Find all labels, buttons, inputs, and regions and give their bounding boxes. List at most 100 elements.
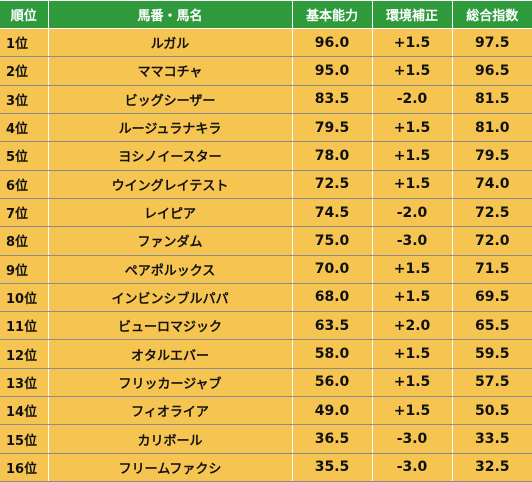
base-ability-column-header: 基本能力 bbox=[291, 0, 373, 29]
base-ability-cell: 74.5 bbox=[291, 198, 373, 228]
table-row: 4位 ルージュラナキラ 79.5 +1.5 81.0 bbox=[0, 113, 532, 143]
rank-cell: 14位 bbox=[0, 396, 49, 426]
rank-cell: 4位 bbox=[0, 113, 49, 143]
horse-name-cell: ウイングレイテスト bbox=[47, 170, 293, 199]
table-header: 順位 馬番・馬名 基本能力 環境補正 総合指数 bbox=[0, 0, 532, 29]
base-ability-cell: 63.5 bbox=[291, 311, 373, 341]
base-ability-cell: 56.0 bbox=[291, 368, 373, 398]
rank-cell: 10位 bbox=[0, 283, 49, 313]
table-row: 13位 フリッカージャブ 56.0 +1.5 57.5 bbox=[0, 368, 532, 398]
total-index-cell: 79.5 bbox=[451, 141, 532, 171]
horse-name-cell: フリッカージャブ bbox=[47, 368, 293, 398]
rank-cell: 12位 bbox=[0, 339, 49, 369]
horse-name-cell: ビューロマジック bbox=[47, 311, 293, 341]
base-ability-cell: 68.0 bbox=[291, 283, 373, 313]
total-index-column-header: 総合指数 bbox=[451, 0, 532, 29]
table-row: 12位 オタルエバー 58.0 +1.5 59.5 bbox=[0, 339, 532, 369]
total-index-cell: 50.5 bbox=[451, 396, 532, 426]
base-ability-cell: 75.0 bbox=[291, 226, 373, 256]
table-row: 10位 インビンシブルパパ 68.0 +1.5 69.5 bbox=[0, 283, 532, 313]
table-row: 16位 フリームファクシ 35.5 -3.0 32.5 bbox=[0, 453, 532, 482]
base-ability-cell: 79.5 bbox=[291, 113, 373, 143]
environment-adjustment-cell: -3.0 bbox=[371, 226, 453, 256]
environment-adjustment-cell: +2.0 bbox=[371, 311, 453, 341]
table-row: 6位 ウイングレイテスト 72.5 +1.5 74.0 bbox=[0, 170, 532, 199]
total-index-cell: 96.5 bbox=[451, 56, 532, 86]
total-index-cell: 72.5 bbox=[451, 198, 532, 228]
rank-cell: 16位 bbox=[0, 453, 49, 482]
environment-adjustment-cell: -2.0 bbox=[371, 198, 453, 228]
environment-adjustment-cell: +1.5 bbox=[371, 113, 453, 143]
base-ability-cell: 70.0 bbox=[291, 255, 373, 284]
base-ability-cell: 49.0 bbox=[291, 396, 373, 426]
rank-cell: 11位 bbox=[0, 311, 49, 341]
environment-adjustment-column-header: 環境補正 bbox=[371, 0, 453, 29]
base-ability-cell: 95.0 bbox=[291, 56, 373, 86]
header-row: 順位 馬番・馬名 基本能力 環境補正 総合指数 bbox=[0, 0, 532, 29]
horse-name-cell: ルージュラナキラ bbox=[47, 113, 293, 143]
table-row: 7位 レイピア 74.5 -2.0 72.5 bbox=[0, 198, 532, 228]
rank-cell: 1位 bbox=[0, 28, 49, 58]
rank-cell: 5位 bbox=[0, 141, 49, 171]
environment-adjustment-cell: +1.5 bbox=[371, 255, 453, 284]
environment-adjustment-cell: +1.5 bbox=[371, 56, 453, 86]
horse-name-cell: カリボール bbox=[47, 424, 293, 454]
rank-cell: 8位 bbox=[0, 226, 49, 256]
total-index-cell: 74.0 bbox=[451, 170, 532, 199]
rank-cell: 13位 bbox=[0, 368, 49, 398]
horse-name-cell: ママコチャ bbox=[47, 56, 293, 86]
environment-adjustment-cell: -2.0 bbox=[371, 85, 453, 114]
environment-adjustment-cell: +1.5 bbox=[371, 283, 453, 313]
table-row: 11位 ビューロマジック 63.5 +2.0 65.5 bbox=[0, 311, 532, 341]
horse-name-cell: フィオライア bbox=[47, 396, 293, 426]
horse-name-cell: ファンダム bbox=[47, 226, 293, 256]
horse-name-cell: ペアポルックス bbox=[47, 255, 293, 284]
table-row: 15位 カリボール 36.5 -3.0 33.5 bbox=[0, 424, 532, 454]
horse-name-cell: ルガル bbox=[47, 28, 293, 58]
table-row: 5位 ヨシノイースター 78.0 +1.5 79.5 bbox=[0, 141, 532, 171]
environment-adjustment-cell: +1.5 bbox=[371, 141, 453, 171]
base-ability-cell: 72.5 bbox=[291, 170, 373, 199]
base-ability-cell: 83.5 bbox=[291, 85, 373, 114]
rank-cell: 2位 bbox=[0, 56, 49, 86]
horse-name-cell: レイピア bbox=[47, 198, 293, 228]
horse-name-cell: オタルエバー bbox=[47, 339, 293, 369]
total-index-cell: 57.5 bbox=[451, 368, 532, 398]
table-row: 1位 ルガル 96.0 +1.5 97.5 bbox=[0, 28, 532, 58]
total-index-cell: 81.0 bbox=[451, 113, 532, 143]
environment-adjustment-cell: +1.5 bbox=[371, 368, 453, 398]
environment-adjustment-cell: -3.0 bbox=[371, 424, 453, 454]
environment-adjustment-cell: +1.5 bbox=[371, 170, 453, 199]
table-row: 3位 ビッグシーザー 83.5 -2.0 81.5 bbox=[0, 85, 532, 114]
table-body: 1位 ルガル 96.0 +1.5 97.5 2位 ママコチャ 95.0 +1.5 96.5 3位 ビッ… bbox=[0, 28, 532, 482]
total-index-cell: 69.5 bbox=[451, 283, 532, 313]
environment-adjustment-cell: +1.5 bbox=[371, 28, 453, 58]
table-row: 8位 ファンダム 75.0 -3.0 72.0 bbox=[0, 226, 532, 256]
total-index-cell: 33.5 bbox=[451, 424, 532, 454]
total-index-cell: 71.5 bbox=[451, 255, 532, 284]
rank-cell: 7位 bbox=[0, 198, 49, 228]
environment-adjustment-cell: +1.5 bbox=[371, 339, 453, 369]
table-row: 14位 フィオライア 49.0 +1.5 50.5 bbox=[0, 396, 532, 426]
base-ability-cell: 96.0 bbox=[291, 28, 373, 58]
environment-adjustment-cell: -3.0 bbox=[371, 453, 453, 482]
base-ability-cell: 35.5 bbox=[291, 453, 373, 482]
horse-name-cell: ヨシノイースター bbox=[47, 141, 293, 171]
horse-name-cell: フリームファクシ bbox=[47, 453, 293, 482]
table-row: 2位 ママコチャ 95.0 +1.5 96.5 bbox=[0, 56, 532, 86]
environment-adjustment-cell: +1.5 bbox=[371, 396, 453, 426]
rank-cell: 3位 bbox=[0, 85, 49, 114]
horse-column-header: 馬番・馬名 bbox=[47, 0, 293, 29]
total-index-cell: 65.5 bbox=[451, 311, 532, 341]
total-index-cell: 72.0 bbox=[451, 226, 532, 256]
base-ability-cell: 36.5 bbox=[291, 424, 373, 454]
rank-cell: 15位 bbox=[0, 424, 49, 454]
horse-name-cell: ビッグシーザー bbox=[47, 85, 293, 114]
total-index-cell: 59.5 bbox=[451, 339, 532, 369]
total-index-cell: 81.5 bbox=[451, 85, 532, 114]
total-index-cell: 32.5 bbox=[451, 453, 532, 482]
base-ability-cell: 78.0 bbox=[291, 141, 373, 171]
base-ability-cell: 58.0 bbox=[291, 339, 373, 369]
rank-cell: 6位 bbox=[0, 170, 49, 199]
